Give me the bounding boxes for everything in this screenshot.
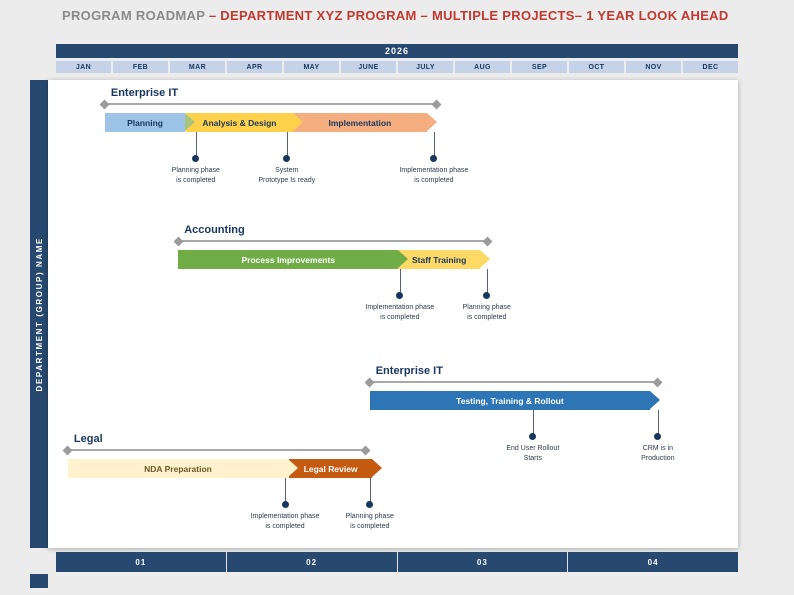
milestone-label: Implementation phase is completed [250, 513, 320, 530]
gantt-bar: Implementation [292, 113, 427, 132]
milestone-dot-icon [483, 292, 491, 299]
timeline-diamond-icon [360, 445, 371, 455]
milestone-stem [369, 478, 371, 502]
gantt-bar: NDA Preparation [67, 459, 289, 478]
gantt-bar-arrow-icon [426, 113, 437, 131]
year-label: 2026 [384, 46, 410, 56]
month-cell: APR [227, 61, 282, 73]
timeline-diamond-icon [62, 445, 73, 455]
lane-timeline [369, 381, 658, 383]
timeline-diamond-icon [482, 236, 493, 246]
gantt-bar-arrow-icon [650, 391, 661, 409]
lane-label: Enterprise IT [110, 87, 179, 99]
lane-timeline [67, 449, 366, 451]
month-cell: AUG [455, 61, 510, 73]
lane-label: Legal [73, 433, 103, 445]
milestone-label: End User Rollout Starts [506, 445, 560, 462]
lane-label: Accounting [184, 224, 245, 236]
gantt-bar: Planning [104, 113, 186, 132]
month-cell: JUNE [341, 61, 396, 73]
title-main: – DEPARTMENT XYZ PROGRAM – MULTIPLE PROJ… [208, 8, 729, 23]
month-cell: MAR [170, 61, 225, 73]
milestone-dot-icon [283, 155, 291, 162]
milestone-stem [285, 478, 287, 502]
month-cell: JAN [56, 61, 111, 73]
sidebar-label: DEPARTMENT (GROUP) NAME [34, 236, 44, 392]
milestone-label: Planning phase is completed [345, 513, 394, 530]
quarter-cell: 01 [135, 557, 147, 567]
title-prefix: PROGRAM ROADMAP [62, 8, 209, 23]
gantt-bar-arrow-icon [398, 250, 409, 268]
gantt-bar: Legal Review [289, 459, 373, 478]
lane-timeline [104, 103, 437, 105]
milestone-label: Implementation phase is completed [365, 304, 435, 321]
month-cell: NOV [626, 61, 681, 73]
timeline-diamond-icon [173, 236, 184, 246]
lane-timeline [178, 240, 488, 242]
gantt-bar-arrow-icon [480, 250, 491, 268]
gantt-bar: Analysis & Design [185, 113, 294, 132]
milestone-stem [399, 269, 401, 293]
month-cell: JULY [398, 61, 453, 73]
milestone-dot-icon [396, 292, 404, 299]
milestone-stem [532, 410, 534, 434]
milestone-label: Planning phase is completed [171, 167, 220, 184]
gantt-bar-arrow-icon [372, 459, 383, 477]
page-title: PROGRAM ROADMAP – DEPARTMENT XYZ PROGRAM… [62, 8, 729, 23]
milestone-label: Planning phase is completed [462, 304, 511, 321]
gantt-bar-arrow-icon [288, 459, 299, 477]
timeline-diamond-icon [99, 99, 110, 109]
milestone-stem [433, 132, 435, 156]
quarter-cell: 04 [567, 552, 738, 572]
milestone-label: CRM is in Production [641, 445, 675, 462]
month-cell: OCT [569, 61, 624, 73]
gantt-bar-arrow-icon [293, 113, 304, 131]
sidebar-footer-block [30, 574, 48, 588]
months-row: JAN FEB MAR APR MAY JUNE JULY AUG SEP OCT NOV DEC [56, 61, 738, 73]
timeline-diamond-icon [364, 377, 375, 387]
quarters-row: 01 02 03 04 [56, 552, 738, 572]
milestone-dot-icon [366, 501, 374, 508]
milestone-dot-icon [654, 433, 662, 440]
lane-label: Enterprise IT [375, 365, 443, 377]
gantt-bar: Staff Training [398, 250, 481, 269]
milestone-label: System Prototype Is ready [258, 167, 316, 184]
milestone-stem [286, 132, 288, 156]
year-bar: 2026 [56, 44, 738, 58]
gantt-bar: Testing, Training & Rollout [369, 391, 651, 410]
milestone-dot-icon [281, 501, 289, 508]
timeline-diamond-icon [431, 99, 442, 109]
month-cell: DEC [683, 61, 738, 73]
quarter-cell: 02 [225, 552, 397, 572]
month-cell: FEB [113, 61, 168, 73]
department-sidebar: DEPARTMENT (GROUP) NAME [30, 80, 48, 548]
milestone-stem [486, 269, 488, 293]
milestone-dot-icon [192, 155, 200, 162]
month-cell: MAY [284, 61, 339, 73]
quarter-cell: 03 [396, 552, 568, 572]
milestone-label: Implementation phase is completed [399, 167, 469, 184]
milestone-stem [657, 410, 659, 434]
timeline-diamond-icon [652, 377, 663, 387]
milestone-stem [195, 132, 197, 156]
milestone-dot-icon [430, 155, 438, 162]
milestone-dot-icon [529, 433, 537, 440]
chart-panel: Enterprise IT Planning Analysis & Design Im… [48, 80, 738, 548]
gantt-bar: Process Improvements [178, 250, 399, 269]
gantt-bar-arrow-icon [185, 113, 196, 131]
month-cell: SEP [512, 61, 567, 73]
